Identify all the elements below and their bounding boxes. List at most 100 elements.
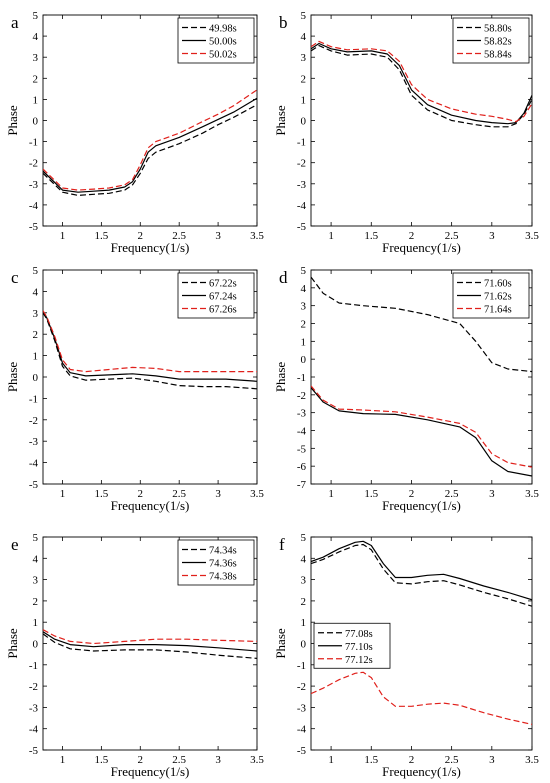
legend-entry-label: 77.08s	[345, 629, 373, 640]
y-tick-label: -3	[297, 408, 307, 420]
x-tick-label: 3.5	[250, 488, 264, 500]
legend: 74.34s 74.36s 74.38s	[177, 539, 255, 586]
y-tick-label: -4	[29, 724, 39, 736]
legend-entry-label: 58.84s	[484, 50, 512, 61]
y-tick-label: -1	[29, 137, 38, 149]
y-tick-label: -4	[29, 458, 39, 470]
x-tick-label: 2	[138, 754, 144, 766]
x-tick-label: 1.5	[364, 230, 378, 242]
y-tick-label: 0	[301, 116, 307, 128]
y-tick-label: 5	[33, 532, 39, 544]
y-tick-label: -5	[297, 443, 307, 455]
y-tick-label: 4	[33, 31, 39, 43]
x-tick-label: 2	[409, 230, 415, 242]
y-tick-label: 4	[301, 31, 307, 43]
y-tick-label: -4	[297, 426, 307, 438]
legend-entry-label: 50.02s	[209, 50, 237, 61]
legend: 49.98s 50.00s 50.02s	[177, 17, 255, 64]
x-tick-label: 2.5	[172, 230, 186, 242]
legend-entry-label: 71.62s	[484, 292, 512, 303]
y-tick-label: 2	[33, 329, 39, 341]
legend-entry-label: 67.22s	[209, 279, 237, 290]
x-tick-label: 1	[328, 488, 334, 500]
x-tick-label: 2.5	[445, 754, 459, 766]
series-lines	[43, 629, 257, 659]
y-tick-label: -5	[297, 221, 307, 233]
y-tick-label: -4	[29, 200, 39, 212]
y-tick-label: -6	[297, 461, 307, 473]
x-tick-label: 3	[215, 488, 221, 500]
x-tick-label: 3.5	[525, 488, 539, 500]
legend-entry-label: 67.26s	[209, 305, 237, 316]
series-line-71.62s	[311, 387, 532, 477]
panel-letter: a	[11, 13, 19, 32]
series-line-77.08s	[311, 543, 532, 607]
y-tick-label: -2	[29, 681, 38, 693]
y-tick-label: 2	[33, 73, 39, 85]
y-tick-label: 4	[301, 283, 307, 295]
x-tick-label: 2	[138, 230, 144, 242]
x-tick-label: 2.5	[172, 488, 186, 500]
y-tick-label: 1	[301, 94, 307, 106]
y-tick-label: -3	[297, 179, 307, 191]
y-tick-label: -3	[29, 179, 39, 191]
x-axis-label: Frequency(1/s)	[111, 764, 190, 779]
series-line-71.64s	[311, 385, 532, 468]
legend-entry-label: 74.34s	[209, 546, 237, 557]
y-tick-label: 0	[33, 639, 39, 651]
y-axis-label: Phase	[273, 628, 288, 659]
y-tick-label: 0	[301, 639, 307, 651]
x-tick-label: 3.5	[250, 230, 264, 242]
chart-panel-f: -5 -4 -3 -2 -1 0 1 2 3 4 5 1 1.5 2 2.5 3 3.5 Frequency(1/…	[273, 532, 539, 779]
y-tick-label: 3	[33, 52, 39, 64]
y-tick-label: 2	[301, 596, 307, 608]
y-tick-label: 1	[301, 617, 307, 629]
series-line-71.60s	[311, 276, 532, 373]
series-line-58.80s	[311, 44, 532, 128]
legend-entry-label: 58.82s	[484, 37, 512, 48]
legend-entry-label: 71.60s	[484, 279, 512, 290]
series-lines	[43, 310, 257, 390]
y-tick-label: 3	[301, 301, 307, 313]
y-tick-label: -1	[297, 372, 306, 384]
y-tick-label: 5	[33, 265, 39, 277]
y-tick-label: 1	[301, 336, 307, 348]
chart-panel-c: -5 -4 -3 -2 -1 0 1 2 3 4 5 1 1.5 2 2.5 3 3.5 Frequency(1/…	[5, 265, 264, 513]
y-tick-label: -3	[297, 702, 307, 714]
y-tick-label: 1	[33, 617, 39, 629]
y-tick-label: -2	[29, 415, 38, 427]
y-tick-label: -4	[297, 724, 307, 736]
series-line-58.84s	[311, 40, 532, 123]
legend: 71.60s 71.62s 71.64s	[452, 272, 530, 319]
y-tick-label: 5	[301, 532, 307, 544]
series-line-74.34s	[43, 633, 257, 659]
y-tick-label: -3	[29, 436, 39, 448]
y-tick-label: 5	[301, 10, 307, 22]
y-tick-label: -2	[29, 158, 38, 170]
y-tick-label: -5	[29, 221, 39, 233]
y-tick-label: -2	[297, 158, 306, 170]
series-line-74.38s	[43, 629, 257, 645]
chart-panel-e: -5 -4 -3 -2 -1 0 1 2 3 4 5 1 1.5 2 2.5 3 3.5 Frequency(1/…	[5, 532, 264, 779]
x-tick-label: 2.5	[445, 230, 459, 242]
x-axis-label: Frequency(1/s)	[382, 240, 461, 255]
panel-letter: b	[279, 13, 288, 32]
x-tick-label: 2.5	[172, 754, 186, 766]
y-tick-label: -7	[297, 479, 307, 491]
y-tick-label: 0	[301, 354, 307, 366]
x-axis-label: Frequency(1/s)	[111, 498, 190, 513]
y-tick-label: -1	[297, 660, 306, 672]
chart-panel-d: -7 -6 -5 -4 -3 -2 -1 0 1 2 3 4 5 1 1.5 2 2.5 3 3.5 Frequenc…	[273, 265, 539, 513]
x-tick-label: 2	[409, 488, 415, 500]
x-tick-label: 3.5	[250, 754, 264, 766]
x-tick-label: 1.5	[364, 754, 378, 766]
x-tick-label: 1	[328, 754, 334, 766]
y-tick-label: -5	[29, 745, 39, 757]
y-axis-label: Phase	[5, 105, 20, 136]
y-tick-label: 2	[33, 596, 39, 608]
x-tick-label: 2	[138, 488, 144, 500]
legend-entry-label: 77.10s	[345, 642, 373, 653]
legend-entry-label: 58.80s	[484, 24, 512, 35]
y-tick-label: 4	[33, 286, 39, 298]
legend: 67.22s 67.24s 67.26s	[177, 272, 255, 319]
